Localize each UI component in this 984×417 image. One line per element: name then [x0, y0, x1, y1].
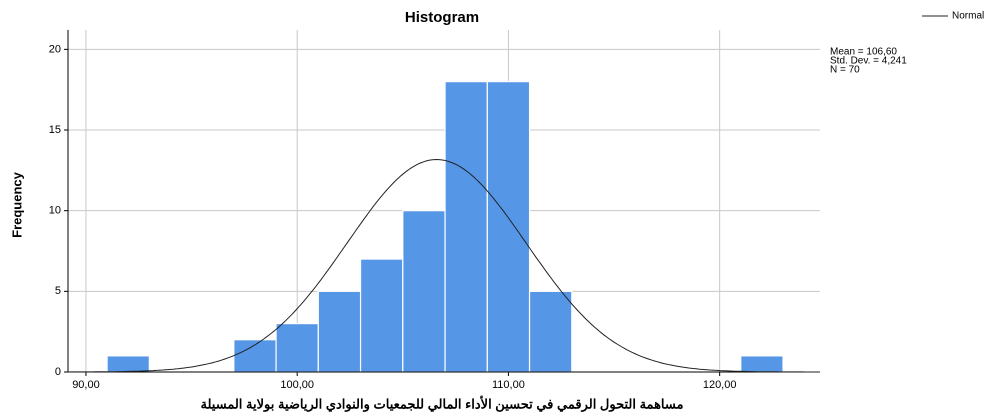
legend-label: Normal — [952, 11, 984, 22]
bar — [359, 258, 404, 373]
stat-label: Mean = 106,60 — [830, 47, 897, 58]
chart-title: Histogram — [405, 9, 479, 26]
y-tick-label: 5 — [55, 285, 61, 297]
stat-label: N = 70 — [830, 65, 860, 76]
normal-curve — [67, 158, 820, 373]
x-tick-label: 120,00 — [703, 379, 737, 391]
bar — [275, 323, 319, 373]
x-tick-label: 90,00 — [72, 379, 100, 391]
y-tick-label: 0 — [55, 366, 61, 378]
bar — [486, 81, 531, 373]
x-tick-label: 110,00 — [492, 379, 525, 391]
bar — [402, 210, 446, 373]
bar — [317, 290, 362, 373]
bar — [528, 290, 573, 373]
stat-label: Std. Dev. = 4,241 — [830, 56, 907, 67]
y-tick-label: 10 — [49, 205, 61, 217]
x-axis-title: مساهمة التحول الرقمي في تحسين الأداء الم… — [201, 395, 684, 412]
y-tick-label: 15 — [49, 124, 61, 136]
x-tick-label: 100,00 — [280, 379, 314, 391]
y-axis-title: Frequency — [9, 171, 24, 238]
bar — [106, 355, 150, 373]
bar — [740, 355, 784, 373]
bar — [444, 81, 488, 373]
y-tick-label: 20 — [49, 43, 61, 55]
